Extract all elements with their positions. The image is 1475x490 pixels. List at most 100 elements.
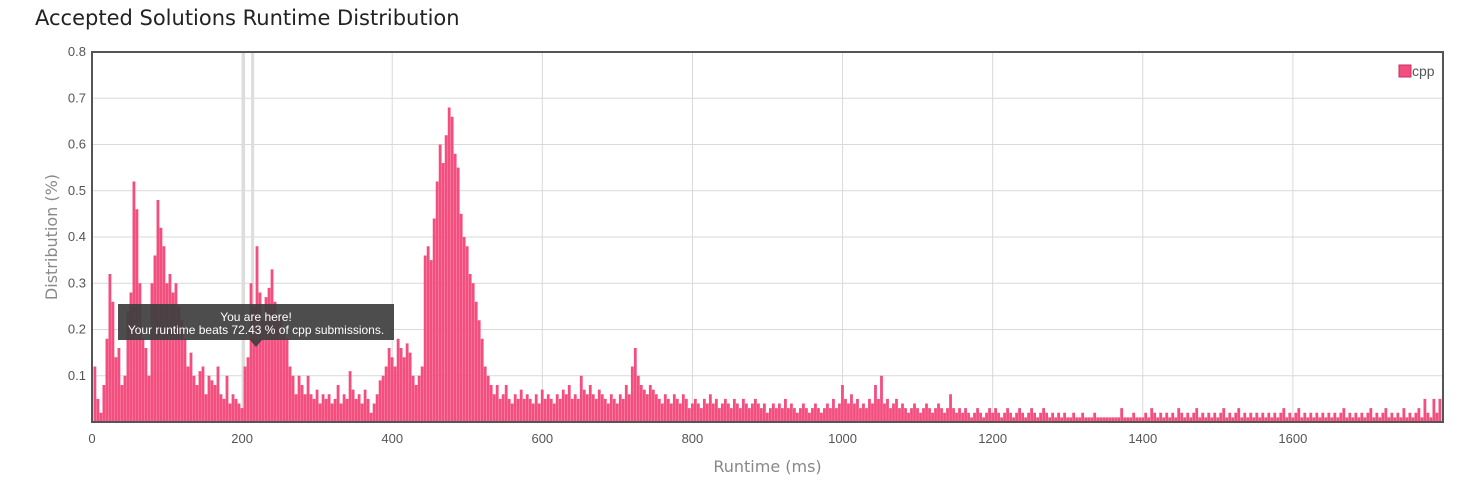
bar[interactable] bbox=[913, 403, 916, 423]
bar[interactable] bbox=[438, 144, 442, 423]
bar[interactable] bbox=[327, 394, 331, 422]
bar[interactable] bbox=[492, 394, 496, 422]
bar[interactable] bbox=[949, 394, 952, 422]
bar[interactable] bbox=[1348, 412, 1352, 422]
bar[interactable] bbox=[1003, 412, 1006, 422]
bar[interactable] bbox=[744, 403, 748, 423]
bar[interactable] bbox=[805, 408, 808, 422]
bar[interactable] bbox=[1096, 417, 1100, 422]
bar[interactable] bbox=[300, 385, 304, 422]
bar[interactable] bbox=[1336, 417, 1340, 422]
bar[interactable] bbox=[123, 375, 127, 422]
bar[interactable] bbox=[790, 403, 793, 423]
bar[interactable] bbox=[823, 408, 826, 422]
bar[interactable] bbox=[1201, 412, 1205, 422]
bar[interactable] bbox=[1297, 408, 1301, 422]
bar[interactable] bbox=[952, 408, 955, 422]
bar[interactable] bbox=[868, 398, 871, 422]
bar[interactable] bbox=[1363, 417, 1367, 422]
bar[interactable] bbox=[1420, 417, 1424, 422]
bar[interactable] bbox=[117, 348, 121, 422]
bar[interactable] bbox=[498, 398, 502, 422]
bar[interactable] bbox=[1393, 417, 1397, 422]
bar[interactable] bbox=[1111, 417, 1115, 422]
bar[interactable] bbox=[865, 408, 868, 422]
bar[interactable] bbox=[291, 375, 295, 422]
bar[interactable] bbox=[489, 385, 493, 422]
bar[interactable] bbox=[402, 357, 406, 422]
bar[interactable] bbox=[829, 408, 832, 422]
bar[interactable] bbox=[708, 394, 712, 422]
bar[interactable] bbox=[1093, 412, 1097, 422]
bar[interactable] bbox=[591, 394, 595, 422]
bar[interactable] bbox=[366, 398, 370, 422]
bar[interactable] bbox=[1417, 408, 1421, 422]
bar[interactable] bbox=[765, 412, 769, 422]
bar[interactable] bbox=[555, 394, 559, 422]
bar[interactable] bbox=[207, 375, 211, 422]
bar[interactable] bbox=[1069, 417, 1073, 422]
bar[interactable] bbox=[1375, 412, 1379, 422]
bar[interactable] bbox=[357, 394, 361, 422]
bar[interactable] bbox=[582, 389, 586, 422]
bar[interactable] bbox=[243, 366, 247, 423]
bar[interactable] bbox=[1438, 398, 1442, 422]
bar[interactable] bbox=[516, 398, 520, 422]
bar[interactable] bbox=[1054, 417, 1058, 422]
bar[interactable] bbox=[672, 394, 676, 422]
bar[interactable] bbox=[198, 371, 202, 422]
bar[interactable] bbox=[408, 352, 412, 422]
bar[interactable] bbox=[519, 389, 523, 422]
bar[interactable] bbox=[99, 412, 103, 422]
bar[interactable] bbox=[378, 380, 382, 422]
bar[interactable] bbox=[102, 385, 106, 422]
bar[interactable] bbox=[1117, 417, 1121, 422]
bar[interactable] bbox=[994, 408, 997, 422]
bar[interactable] bbox=[144, 348, 148, 422]
bar[interactable] bbox=[558, 398, 562, 422]
bar[interactable] bbox=[129, 292, 133, 423]
bar[interactable] bbox=[747, 408, 751, 422]
bar[interactable] bbox=[1177, 408, 1181, 422]
bar[interactable] bbox=[964, 408, 967, 422]
bar[interactable] bbox=[1066, 417, 1070, 422]
bar[interactable] bbox=[303, 394, 307, 422]
bar[interactable] bbox=[1006, 408, 1009, 422]
bar[interactable] bbox=[369, 412, 373, 422]
bar[interactable] bbox=[570, 398, 574, 422]
bar[interactable] bbox=[1255, 412, 1259, 422]
bar[interactable] bbox=[735, 403, 739, 423]
bar[interactable] bbox=[693, 398, 697, 422]
bar[interactable] bbox=[1162, 417, 1166, 422]
bar[interactable] bbox=[1036, 417, 1040, 422]
bar[interactable] bbox=[636, 375, 640, 422]
bar[interactable] bbox=[435, 181, 439, 423]
bar[interactable] bbox=[642, 389, 646, 422]
bar[interactable] bbox=[772, 403, 775, 423]
bar[interactable] bbox=[1192, 412, 1196, 422]
bar[interactable] bbox=[1264, 417, 1268, 422]
bar[interactable] bbox=[1126, 417, 1130, 422]
bar[interactable] bbox=[1333, 412, 1337, 422]
bar[interactable] bbox=[1105, 417, 1109, 422]
chart-legend[interactable]: cpp bbox=[1398, 63, 1435, 79]
bar[interactable] bbox=[414, 385, 418, 422]
bar[interactable] bbox=[600, 394, 604, 422]
bar[interactable] bbox=[1129, 417, 1133, 422]
bar[interactable] bbox=[1216, 417, 1220, 422]
bar[interactable] bbox=[1435, 412, 1439, 422]
bar[interactable] bbox=[1186, 412, 1190, 422]
bar[interactable] bbox=[459, 213, 463, 422]
bar[interactable] bbox=[120, 385, 124, 422]
bar[interactable] bbox=[396, 338, 400, 422]
bar[interactable] bbox=[1072, 412, 1076, 422]
bar[interactable] bbox=[817, 408, 820, 422]
bar[interactable] bbox=[522, 398, 526, 422]
bar[interactable] bbox=[192, 375, 196, 422]
bar[interactable] bbox=[1222, 408, 1226, 422]
bar[interactable] bbox=[447, 107, 451, 423]
bar[interactable] bbox=[973, 412, 976, 422]
bar[interactable] bbox=[222, 398, 226, 422]
bar[interactable] bbox=[426, 246, 430, 422]
bar[interactable] bbox=[513, 394, 517, 422]
